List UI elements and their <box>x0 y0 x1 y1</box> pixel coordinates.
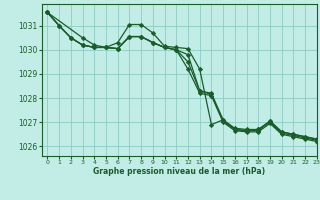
X-axis label: Graphe pression niveau de la mer (hPa): Graphe pression niveau de la mer (hPa) <box>93 167 265 176</box>
